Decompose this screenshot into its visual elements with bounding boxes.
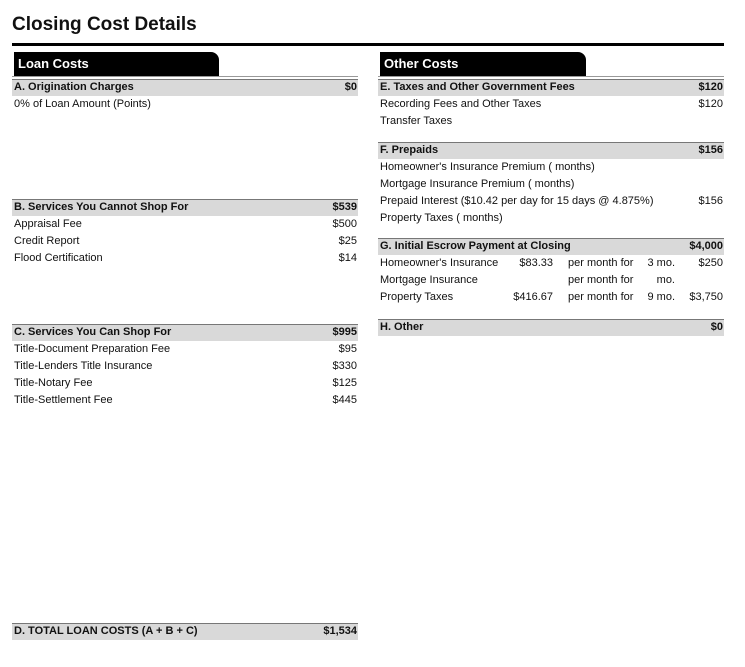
page-title: Closing Cost Details xyxy=(12,14,197,35)
total-header xyxy=(12,623,358,640)
section-total: $120 xyxy=(698,81,723,93)
item-per: per month for xyxy=(568,257,634,269)
item-per: per month for xyxy=(568,291,634,303)
item-label: Credit Report xyxy=(14,235,80,247)
section-header xyxy=(12,199,358,216)
total-label: D. TOTAL LOAN COSTS (A + B + C) xyxy=(14,625,198,637)
item-amount: $95 xyxy=(338,343,357,355)
section-total: $995 xyxy=(332,326,357,338)
item-label: Flood Certification xyxy=(14,252,103,264)
section-title: A. Origination Charges xyxy=(14,81,134,93)
item-amount: $125 xyxy=(332,377,357,389)
item-label: Title-Notary Fee xyxy=(14,377,93,389)
item-label: Mortgage Insurance xyxy=(380,274,478,286)
section-title: B. Services You Cannot Shop For xyxy=(14,201,189,213)
item-months: mo. xyxy=(656,274,675,286)
section-header xyxy=(12,79,358,96)
item-label: Property Taxes ( months) xyxy=(380,212,503,224)
item-label: Title-Settlement Fee xyxy=(14,394,113,406)
item-label: Recording Fees and Other Taxes xyxy=(380,98,542,110)
item-label: Prepaid Interest ($10.42 per day for 15 … xyxy=(380,195,654,207)
section-total: $539 xyxy=(332,201,357,213)
item-amount: $120 xyxy=(698,98,723,110)
item-rate: $83.33 xyxy=(519,257,553,269)
item-amount: $445 xyxy=(332,394,357,406)
item-amount: $3,750 xyxy=(689,291,723,303)
item-per: per month for xyxy=(568,274,634,286)
item-amount: $250 xyxy=(698,257,723,269)
column-tab: Other Costs xyxy=(380,52,586,76)
tab-rule xyxy=(12,76,358,77)
title-rule xyxy=(12,43,724,46)
item-label: Mortgage Insurance Premium ( months) xyxy=(380,178,575,190)
item-rate: $416.67 xyxy=(513,291,553,303)
item-label: Title-Lenders Title Insurance xyxy=(14,360,153,372)
item-amount: $25 xyxy=(338,235,357,247)
section-header xyxy=(378,319,724,336)
item-amount: $14 xyxy=(338,252,357,264)
item-label: Appraisal Fee xyxy=(14,218,82,230)
item-amount: $330 xyxy=(332,360,357,372)
section-header xyxy=(378,79,724,96)
item-label: Title-Document Preparation Fee xyxy=(14,343,171,355)
section-total: $4,000 xyxy=(689,240,723,252)
item-months: 3 mo. xyxy=(647,257,675,269)
section-title: H. Other xyxy=(380,321,424,333)
item-label: Homeowner's Insurance Premium ( months) xyxy=(380,161,595,173)
section-title: C. Services You Can Shop For xyxy=(14,326,172,338)
total-amount: $1,534 xyxy=(323,625,357,637)
section-title: G. Initial Escrow Payment at Closing xyxy=(380,240,571,252)
item-label: Homeowner's Insurance xyxy=(380,257,499,269)
section-total: $156 xyxy=(698,144,723,156)
section-total: $0 xyxy=(344,81,357,93)
item-label: Transfer Taxes xyxy=(380,115,453,127)
section-title: E. Taxes and Other Government Fees xyxy=(380,81,575,93)
item-amount: $500 xyxy=(332,218,357,230)
item-label: Property Taxes xyxy=(380,291,454,303)
item-months: 9 mo. xyxy=(647,291,675,303)
column-tab: Loan Costs xyxy=(14,52,219,76)
item-label: 0% of Loan Amount (Points) xyxy=(14,98,151,110)
item-amount: $156 xyxy=(698,195,723,207)
section-header xyxy=(378,142,724,159)
section-title: F. Prepaids xyxy=(380,144,439,156)
tab-rule xyxy=(378,76,724,77)
section-total: $0 xyxy=(710,321,723,333)
section-header xyxy=(12,324,358,341)
section-header xyxy=(378,238,724,255)
